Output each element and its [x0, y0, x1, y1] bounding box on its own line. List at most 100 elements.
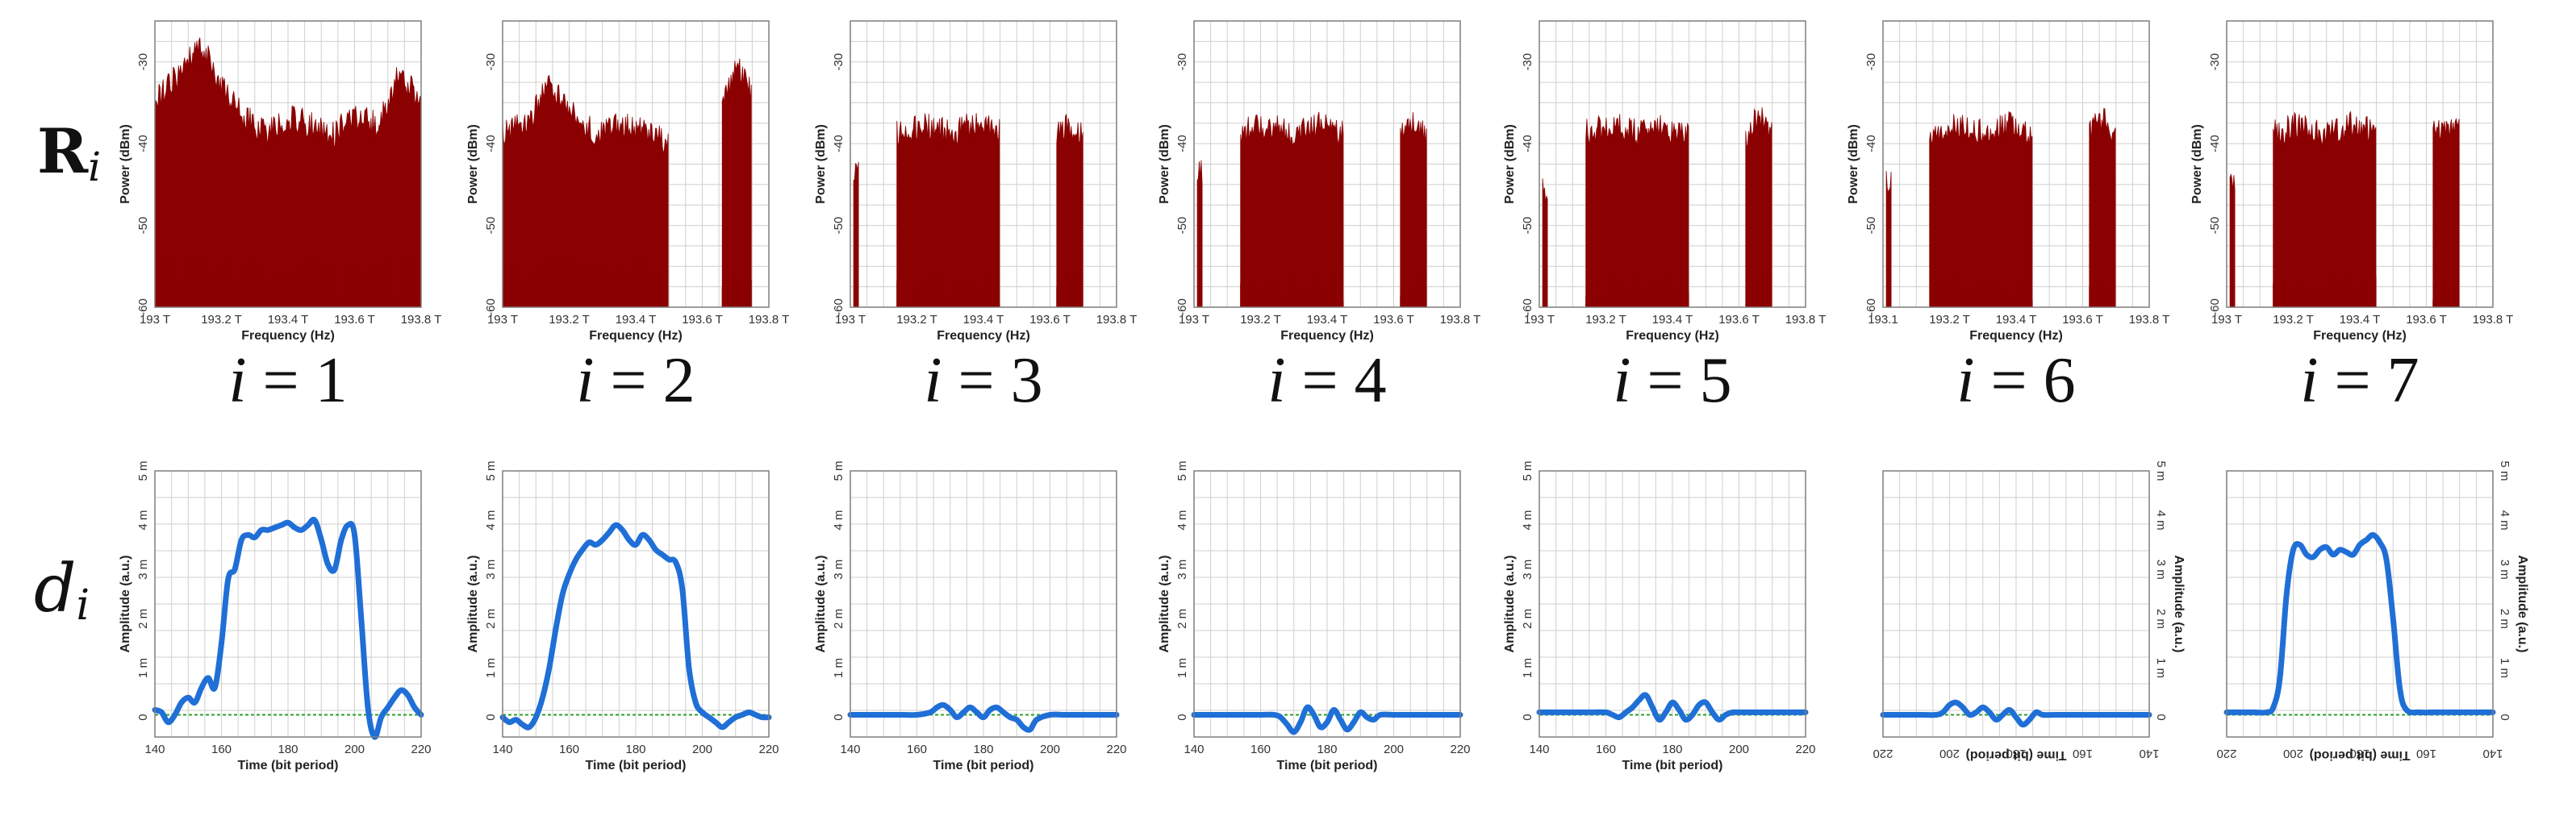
signal-6-xtick: 180 — [2006, 747, 2026, 760]
signal-1-frame — [154, 470, 422, 738]
signal-5-ylabel: Amplitude (a.u.) — [1503, 556, 1517, 653]
spectrum-4-band-1 — [1196, 160, 1203, 308]
signal-4-xtick: 220 — [1450, 743, 1470, 756]
spectrum-6-frame — [1882, 20, 2150, 308]
signal-2-xtick: 140 — [492, 743, 512, 756]
signal-panel-5: 0 1 m 2 m 3 m 4 m 5 m 140 160 180 200 220 Time (bit… — [1503, 460, 1816, 772]
signal-4-xtick: 140 — [1184, 743, 1204, 756]
spectrum-4-xtick: 193.4 T — [1307, 313, 1348, 327]
signal-5-ytick: 5 m — [1521, 460, 1534, 481]
spectrum-1-xtick: 193.6 T — [334, 313, 375, 327]
spectrum-1-band-1 — [154, 37, 422, 308]
spectrum-3-xtick: 193 T — [835, 313, 866, 327]
spectrum-2-ytick: -60 — [484, 298, 498, 316]
spectrum-6-ytick: -40 — [1864, 135, 1878, 152]
spectrum-2-xtick: 193 T — [487, 313, 518, 327]
signal-7-ytick: 4 m — [2498, 510, 2511, 531]
signal-3-frame — [850, 470, 1117, 738]
spectrum-7-ylabel: Power (dBm) — [2190, 124, 2204, 204]
signal-2-ytick: 1 m — [484, 658, 498, 678]
signal-1-xtick: 180 — [278, 743, 298, 756]
spectrum-1-ytick: -60 — [136, 298, 150, 316]
index-label-7: i = 7 — [2300, 345, 2419, 416]
signal-4-ytick: 5 m — [1175, 460, 1189, 481]
signal-3-series-line — [847, 702, 1120, 733]
index-label-2: i = 2 — [576, 345, 695, 416]
signal-2-xtick: 220 — [758, 743, 779, 756]
spectrum-4-band-3-spikes — [1400, 277, 1426, 307]
spectrum-3-band-2 — [896, 113, 1000, 308]
signal-1-xtick: 140 — [144, 743, 165, 756]
signal-6-ytick: 0 — [2154, 714, 2168, 720]
spectrum-1-xlabel: Frequency (Hz) — [241, 329, 335, 343]
spectrum-5-frame — [1539, 20, 1806, 308]
spectrum-2-xlabel: Frequency (Hz) — [589, 329, 683, 343]
signal-7-xtick: 180 — [2349, 747, 2369, 760]
spectrum-2-xtick: 193.6 T — [682, 313, 723, 327]
row-label-spectrum-sub: i — [88, 144, 101, 190]
spectrum-1-xtick: 193.8 T — [401, 313, 442, 327]
signal-1-ytick: 0 — [136, 714, 150, 720]
spectrum-1-ytick: -50 — [136, 217, 150, 235]
spectrum-7-xtick: 193.2 T — [2273, 313, 2314, 327]
spectrum-4-band-2-spikes — [1240, 274, 1344, 307]
signal-4-ytick: 4 m — [1175, 510, 1189, 531]
signal-3-ytick: 4 m — [832, 510, 845, 531]
signal-6-xlabel: Time (bit period) — [1965, 748, 2066, 762]
signal-2-xtick: 200 — [692, 743, 712, 756]
spectrum-4-ylabel: Power (dBm) — [1158, 124, 1171, 204]
signal-1-xtick: 220 — [411, 743, 431, 756]
signal-3-ytick: 0 — [832, 714, 845, 720]
spectrum-7-ytick: -60 — [2208, 298, 2222, 316]
signal-5-ytick: 4 m — [1521, 510, 1534, 531]
index-label-var: i — [1267, 345, 1301, 416]
signal-2-frame — [502, 470, 770, 738]
spectrum-7-band-2 — [2273, 110, 2377, 308]
index-label-5: i = 5 — [1613, 345, 1731, 416]
spectrum-6-xtick: 193.2 T — [1929, 313, 1970, 327]
index-label-value: = 3 — [958, 345, 1043, 416]
spectrum-2-ytick: -40 — [484, 135, 498, 152]
spectrum-2-frame — [502, 20, 770, 308]
signal-7-ytick: 2 m — [2498, 609, 2511, 629]
spectrum-1-xtick: 193.2 T — [201, 313, 242, 327]
spectrum-7-band-3 — [2432, 118, 2460, 308]
signal-6-ytick: 4 m — [2154, 510, 2168, 531]
signal-7-xtick: 140 — [2482, 747, 2503, 760]
spectrum-6-ytick: -30 — [1864, 53, 1878, 71]
spectrum-5-ylabel: Power (dBm) — [1503, 124, 1517, 204]
signal-3-xtick: 200 — [1040, 743, 1060, 756]
signal-3-xtick: 220 — [1106, 743, 1126, 756]
spectrum-3-xtick: 193.8 T — [1096, 313, 1138, 327]
signal-2-series-line — [499, 522, 772, 731]
signal-5-ytick: 3 m — [1521, 560, 1534, 580]
spectrum-4-xtick: 193.8 T — [1440, 313, 1481, 327]
spectrum-2-band-2 — [721, 58, 752, 308]
spectrum-1-ytick: -40 — [136, 135, 150, 152]
signal-6-xtick: 200 — [1939, 747, 1960, 760]
signal-5-xtick: 220 — [1795, 743, 1815, 756]
spectrum-7-ytick: -50 — [2208, 217, 2222, 235]
signal-4-series-line — [1191, 704, 1463, 735]
signal-3-ytick: 5 m — [832, 460, 845, 481]
signal-4-ylabel: Amplitude (a.u.) — [1158, 556, 1171, 653]
signal-4-ytick: 1 m — [1175, 658, 1189, 678]
signal-5-xtick: 160 — [1596, 743, 1616, 756]
row-label-signal-main: d — [34, 551, 77, 627]
spectrum-6-band-3 — [2089, 108, 2116, 308]
spectrum-7-frame — [2226, 20, 2494, 308]
signal-1-ytick: 1 m — [136, 658, 150, 678]
signal-3-ytick: 3 m — [832, 560, 845, 580]
index-label-6: i = 6 — [1956, 345, 2075, 416]
spectrum-3-ytick: -60 — [832, 298, 845, 316]
spectrum-1-xtick: 193 T — [140, 313, 170, 327]
spectrum-2-ylabel: Power (dBm) — [466, 124, 480, 204]
signal-6-ytick: 5 m — [2154, 460, 2168, 481]
spectrum-3-ytick: -30 — [832, 53, 845, 71]
index-label-var: i — [576, 345, 610, 416]
signal-1-xlabel: Time (bit period) — [237, 759, 338, 772]
